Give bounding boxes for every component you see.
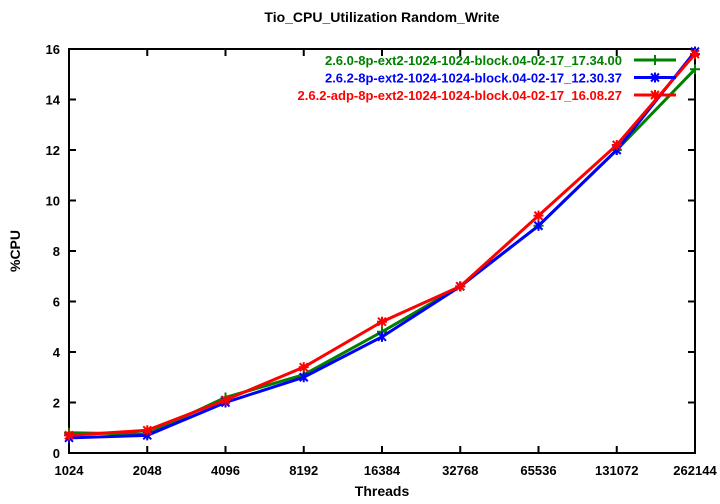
x-tick-label: 2048	[133, 463, 162, 478]
y-tick-label: 8	[53, 244, 60, 259]
legend-label: 2.6.2-8p-ext2-1024-1024-block.04-02-17_1…	[325, 71, 622, 86]
x-tick-label: 262144	[673, 463, 717, 478]
legend-entry: 2.6.0-8p-ext2-1024-1024-block.04-02-17_1…	[325, 53, 676, 68]
legend-entry: 2.6.2-8p-ext2-1024-1024-block.04-02-17_1…	[325, 71, 676, 86]
data-point-marker	[611, 139, 622, 150]
x-tick-label: 4096	[211, 463, 240, 478]
tick-labels: 1024 2048 4096 8192 16384 32768 65536 131072 262…	[46, 42, 718, 478]
x-axis-label: Threads	[355, 483, 410, 499]
y-axis-label: %CPU	[7, 230, 23, 272]
x-tick-label: 1024	[55, 463, 85, 478]
x-tick-label: 16384	[364, 463, 401, 478]
y-tick-label: 2	[53, 396, 60, 411]
legend-marker	[650, 72, 660, 83]
chart-title: Tio_CPU_Utilization Random_Write	[264, 9, 499, 25]
series-1	[64, 46, 700, 443]
y-tick-label: 10	[46, 194, 60, 209]
series-2	[64, 49, 700, 441]
series-line	[68, 50, 697, 440]
x-tick-label: 32768	[442, 463, 478, 478]
legend: 2.6.0-8p-ext2-1024-1024-block.04-02-17_1…	[298, 53, 676, 103]
data-point-marker	[690, 49, 700, 60]
y-tick-label: 6	[53, 295, 60, 310]
y-tick-label: 0	[53, 446, 60, 461]
legend-label: 2.6.0-8p-ext2-1024-1024-block.04-02-17_1…	[325, 53, 622, 68]
y-tick-label: 12	[46, 143, 60, 158]
data-point-marker	[533, 220, 544, 231]
data-point-marker	[377, 331, 387, 342]
axes	[68, 48, 696, 454]
y-tick-label: 14	[46, 93, 61, 108]
data-point-marker	[220, 394, 231, 405]
x-tick-label: 8192	[289, 463, 318, 478]
plot-series	[64, 46, 700, 443]
series-line	[68, 68, 697, 436]
x-tick-label: 65536	[520, 463, 556, 478]
series-0	[64, 64, 700, 440]
axis-border	[68, 48, 696, 454]
y-tick-label: 4	[53, 345, 61, 360]
data-point-marker	[377, 316, 387, 327]
legend-entry: 2.6.2-adp-8p-ext2-1024-1024-block.04-02-…	[298, 88, 676, 103]
data-point-marker	[690, 64, 700, 75]
data-point-marker	[533, 210, 544, 221]
y-tick-label: 16	[46, 42, 60, 57]
data-point-marker	[64, 430, 74, 441]
legend-marker	[650, 55, 660, 65]
x-tick-label: 131072	[595, 463, 638, 478]
data-point-marker	[299, 372, 309, 383]
data-point-marker	[455, 281, 466, 292]
legend-label: 2.6.2-adp-8p-ext2-1024-1024-block.04-02-…	[298, 88, 622, 103]
series-line	[68, 53, 697, 437]
data-point-marker	[298, 362, 309, 373]
data-point-marker	[142, 425, 153, 436]
legend-marker	[650, 90, 660, 100]
